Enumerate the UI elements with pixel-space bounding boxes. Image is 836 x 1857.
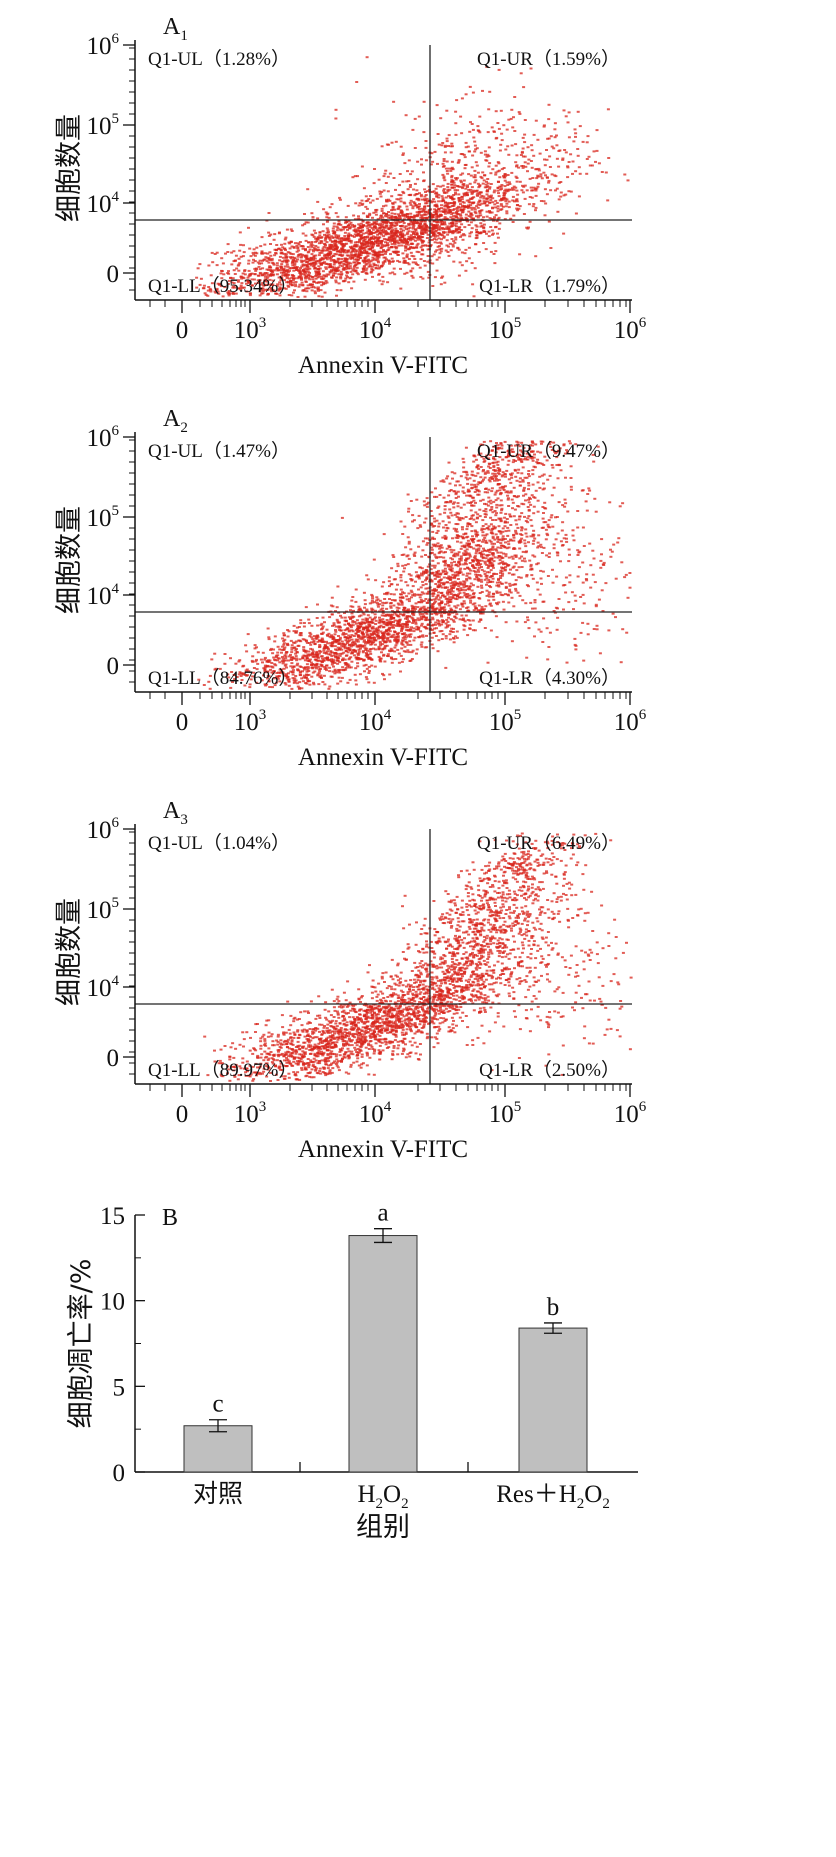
quadrant-label-ll: Q1-LL（84.76%） — [148, 667, 297, 689]
x-tick-label: 103 — [234, 1099, 267, 1128]
y-tick-label: 0 — [107, 653, 120, 680]
bar — [518, 1327, 588, 1473]
y-tick-label: 0 — [107, 261, 120, 288]
flow-panel-1: 0 103 104 105 106 106 105 104 0 Annexin V-FITC 细胞数… — [54, 14, 647, 379]
x-tick-label: Res＋H2O2 — [496, 1481, 610, 1512]
x-tick-label: 105 — [489, 315, 522, 344]
y-axis-title: 细胞数量 — [54, 114, 85, 222]
x-tick-label: 106 — [614, 707, 647, 736]
y-tick-label: 15 — [100, 1203, 125, 1230]
x-tick-label: 104 — [359, 707, 392, 736]
x-axis-title: Annexin V-FITC — [298, 352, 468, 379]
flow-panel-2: 0 103 104 105 106 106 105 104 0 Annexin V-FITC 细胞数… — [54, 406, 647, 771]
quadrant-label-lr: Q1-LR（1.79%） — [479, 275, 620, 297]
x-tick-label: 106 — [614, 315, 647, 344]
y-tick-label: 106 — [87, 423, 120, 452]
bar — [348, 1235, 418, 1473]
x-axis-title: 组别 — [356, 1512, 410, 1543]
panel-label: A2 — [163, 406, 188, 436]
y-tick-label: 10 — [100, 1289, 125, 1316]
quadrant-label-ur: Q1-UR（9.47%） — [477, 440, 620, 462]
x-tick-label: 103 — [234, 315, 267, 344]
bar-chart: 0 5 10 15 c 对照 a H2O2 b Res＋H2O2 组别 细胞凋亡率/% B — [66, 1200, 638, 1543]
quadrant-label-ur: Q1-UR（6.49%） — [477, 832, 620, 854]
y-tick-label: 105 — [87, 895, 120, 924]
x-tick-label: H2O2 — [357, 1481, 408, 1512]
x-tick-label: 105 — [489, 1099, 522, 1128]
y-tick-label: 104 — [87, 973, 120, 1002]
y-tick-label: 106 — [87, 31, 120, 60]
quadrant-label-ul: Q1-UL（1.28%） — [148, 48, 290, 70]
x-tick-label: 103 — [234, 707, 267, 736]
y-tick-label: 0 — [107, 1045, 120, 1072]
scatter-dots — [195, 56, 630, 298]
x-tick-label: 106 — [614, 1099, 647, 1128]
significance-letter: b — [547, 1294, 560, 1321]
quadrant-label-ll: Q1-LL（95.34%） — [148, 275, 297, 297]
quadrant-label-ll: Q1-LL（89.97%） — [148, 1059, 297, 1081]
x-tick-label: 对照 — [193, 1480, 243, 1508]
y-axis-title: 细胞数量 — [54, 506, 85, 614]
panel-label: A3 — [163, 798, 188, 828]
y-tick-label: 0 — [113, 1460, 126, 1487]
quadrant-label-lr: Q1-LR（4.30%） — [479, 667, 620, 689]
x-tick-label: 104 — [359, 315, 392, 344]
quadrant-label-ur: Q1-UR（1.59%） — [477, 48, 620, 70]
y-tick-label: 105 — [87, 111, 120, 140]
quadrant-label-lr: Q1-LR（2.50%） — [479, 1059, 620, 1081]
significance-letter: c — [212, 1391, 223, 1418]
y-tick-label: 104 — [87, 189, 120, 218]
x-tick-label: 0 — [176, 317, 189, 344]
y-tick-label: 106 — [87, 815, 120, 844]
panel-label: B — [162, 1205, 178, 1231]
quadrant-label-ul: Q1-UL（1.04%） — [148, 832, 290, 854]
y-tick-label: 5 — [113, 1374, 126, 1401]
bar — [183, 1425, 253, 1473]
x-tick-label: 0 — [176, 1101, 189, 1128]
x-axis-title: Annexin V-FITC — [298, 1136, 468, 1163]
panel-label: A1 — [163, 14, 188, 44]
x-tick-label: 105 — [489, 707, 522, 736]
scatter-dots — [197, 440, 632, 690]
scatter-dots — [203, 832, 633, 1082]
x-tick-label: 104 — [359, 1099, 392, 1128]
y-axis-title: 细胞数量 — [54, 898, 85, 1006]
significance-letter: a — [377, 1200, 388, 1227]
y-axis-title: 细胞凋亡率/% — [66, 1259, 97, 1429]
y-tick-label: 104 — [87, 581, 120, 610]
x-tick-label: 0 — [176, 709, 189, 736]
y-tick-label: 105 — [87, 503, 120, 532]
flow-panel-3: 0 103 104 105 106 106 105 104 0 Annexin V-FITC 细胞数… — [54, 798, 647, 1163]
x-axis-title: Annexin V-FITC — [298, 744, 468, 771]
quadrant-label-ul: Q1-UL（1.47%） — [148, 440, 290, 462]
